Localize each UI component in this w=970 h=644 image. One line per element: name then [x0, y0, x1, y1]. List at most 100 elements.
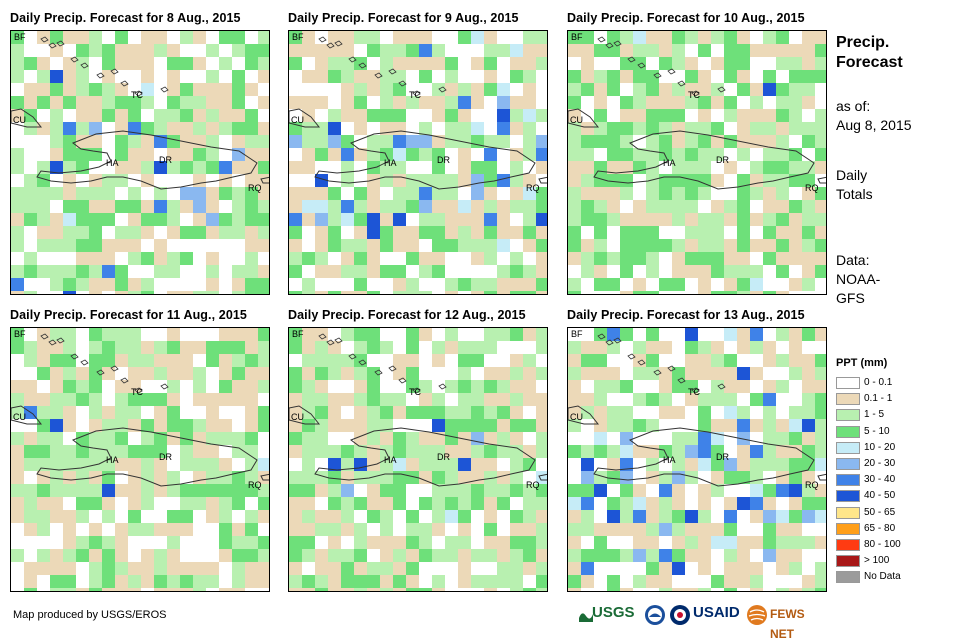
data-source-2: GFS	[836, 290, 865, 306]
legend-label: 80 - 100	[864, 539, 901, 550]
map-label-dr: DR	[159, 155, 172, 165]
precip-grid	[11, 328, 269, 591]
map-label-cu: CU	[13, 412, 26, 422]
legend-swatch	[836, 474, 860, 487]
legend-swatch	[836, 555, 860, 568]
legend-label: 1 - 5	[864, 409, 885, 421]
legend-item: 1 - 5	[836, 409, 956, 422]
legend-item: 5 - 10	[836, 425, 956, 439]
legend-swatch	[836, 441, 860, 454]
logo-strip: USGS USAID FEWS NET	[578, 603, 828, 641]
legend-label: > 100	[864, 555, 890, 567]
precip-grid	[289, 328, 547, 591]
map-label-bf: BF	[14, 32, 26, 42]
legend-swatch	[836, 539, 860, 551]
legend-label: 20 - 30	[864, 458, 896, 469]
map-label-rq: RQ	[248, 480, 262, 490]
credit-text: Map produced by USGS/EROS	[13, 609, 167, 621]
legend-item: 80 - 100	[836, 539, 956, 552]
legend-item: 65 - 80	[836, 522, 956, 536]
legend-label: 50 - 65	[864, 506, 896, 518]
as-of-date: Aug 8, 2015	[836, 117, 912, 133]
legend-label: 65 - 80	[864, 522, 896, 534]
panel-title-5: Daily Precip. Forecast for 12 Aug., 2015	[288, 308, 526, 322]
legend-title: PPT (mm)	[836, 357, 888, 369]
panel-title-3: Daily Precip. Forecast for 10 Aug., 2015	[567, 11, 805, 25]
map-label-bf: BF	[571, 32, 583, 42]
precip-grid	[11, 31, 269, 294]
legend-label: 30 - 40	[864, 474, 896, 486]
legend-label: 10 - 20	[864, 441, 896, 453]
legend-item: > 100	[836, 555, 956, 568]
legend-item: 20 - 30	[836, 458, 956, 471]
usaid-logo: USAID	[693, 604, 740, 621]
map-label-dr: DR	[159, 452, 172, 462]
map-label-ha: HA	[384, 455, 397, 465]
map-label-bf: BF	[571, 329, 583, 339]
map-label-ha: HA	[106, 158, 119, 168]
fews-globe-icon	[747, 605, 767, 625]
legend-swatch	[836, 458, 860, 470]
legend-swatch	[836, 393, 860, 406]
precip-grid	[568, 328, 826, 591]
map-label-rq: RQ	[805, 480, 819, 490]
map-label-bf: BF	[14, 329, 26, 339]
map-label-dr: DR	[437, 155, 450, 165]
legend-swatch	[836, 409, 860, 422]
panel-title-2: Daily Precip. Forecast for 9 Aug., 2015	[288, 11, 519, 25]
legend-label: 40 - 50	[864, 490, 896, 502]
legend-item: 10 - 20	[836, 441, 956, 455]
legend-item: 50 - 65	[836, 506, 956, 520]
map-panel-6: BF CU TC HA DR RQ	[567, 327, 827, 592]
legend-item: 40 - 50	[836, 490, 956, 503]
map-label-dr: DR	[437, 452, 450, 462]
legend-label: No Data	[864, 571, 901, 583]
map-label-cu: CU	[570, 115, 583, 125]
map-label-cu: CU	[291, 412, 304, 422]
map-panel-4: BF CU TC HA DR RQ	[10, 327, 270, 592]
map-label-ha: HA	[106, 455, 119, 465]
legend-item: 0 - 0.1	[836, 377, 956, 390]
map-label-bf: BF	[292, 329, 304, 339]
map-label-tc: TC	[409, 387, 421, 397]
usgs-logo-icon	[579, 613, 593, 622]
map-label-tc: TC	[688, 90, 700, 100]
map-label-cu: CU	[291, 115, 304, 125]
side-title: Precip. Forecast	[836, 34, 903, 71]
usaid-seal-icon	[670, 605, 690, 625]
legend-item: No Data	[836, 571, 956, 584]
fews-net-logo: FEWS NET	[770, 607, 805, 641]
map-label-dr: DR	[716, 452, 729, 462]
noaa-logo-icon	[645, 605, 665, 625]
legend-swatch	[836, 425, 860, 438]
panel-title-6: Daily Precip. Forecast for 13 Aug., 2015	[567, 308, 805, 322]
map-label-rq: RQ	[805, 183, 819, 193]
precip-grid	[568, 31, 826, 294]
totals-label-2: Totals	[836, 186, 873, 202]
map-panel-5: BF CU TC HA DR RQ	[288, 327, 548, 592]
as-of-label: as of:	[836, 98, 871, 114]
legend-label: 5 - 10	[864, 425, 890, 437]
panel-title-1: Daily Precip. Forecast for 8 Aug., 2015	[10, 11, 241, 25]
map-label-tc: TC	[688, 387, 700, 397]
map-label-tc: TC	[131, 90, 143, 100]
map-label-cu: CU	[13, 115, 26, 125]
map-panel-2: BF CU TC HA DR RQ	[288, 30, 548, 295]
map-label-ha: HA	[384, 158, 397, 168]
map-label-ha: HA	[663, 158, 676, 168]
panel-title-4: Daily Precip. Forecast for 11 Aug., 2015	[10, 308, 247, 322]
precip-grid	[289, 31, 547, 294]
map-label-rq: RQ	[526, 480, 540, 490]
map-label-rq: RQ	[248, 183, 262, 193]
data-label: Data:	[836, 252, 870, 268]
map-label-rq: RQ	[526, 183, 540, 193]
map-label-ha: HA	[663, 455, 676, 465]
legend-swatch	[836, 506, 860, 519]
map-label-cu: CU	[570, 412, 583, 422]
legend-label: 0 - 0.1	[864, 377, 893, 388]
totals-label-1: Daily	[836, 167, 868, 183]
usgs-logo: USGS	[592, 604, 635, 621]
legend-swatch	[836, 377, 860, 389]
data-source-1: NOAA-	[836, 271, 881, 287]
map-panel-3: BF CU TC HA DR RQ	[567, 30, 827, 295]
